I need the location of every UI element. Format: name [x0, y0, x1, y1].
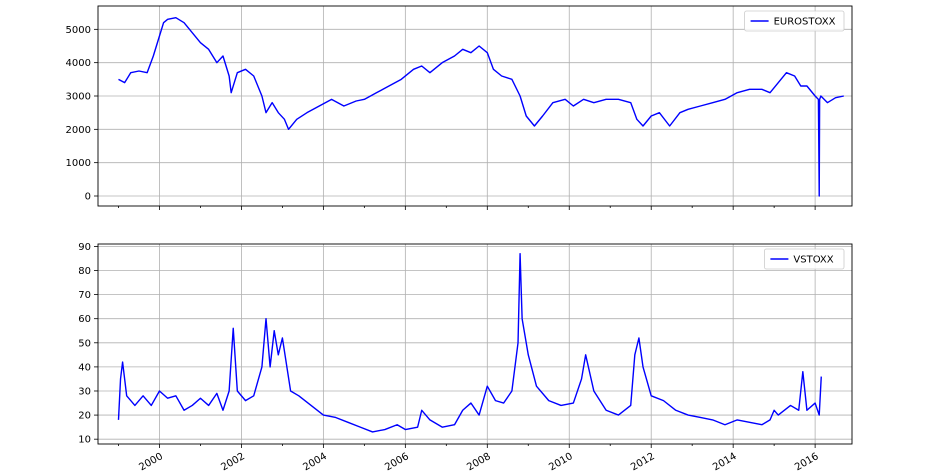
y-tick-label: 5000 — [66, 25, 91, 36]
y-tick-label: 1000 — [66, 158, 91, 169]
y-tick-label: 3000 — [66, 92, 91, 103]
plot-area — [98, 244, 852, 444]
plot-area — [98, 6, 852, 206]
legend: VSTOXX — [764, 248, 845, 270]
legend-box — [764, 248, 845, 270]
y-tick-label: 60 — [78, 314, 91, 325]
y-tick-label: 80 — [78, 266, 91, 277]
x-tick-label: 2006 — [383, 451, 411, 472]
y-tick-label: 90 — [78, 242, 91, 253]
y-tick-label: 20 — [78, 411, 91, 422]
x-tick-label: 2016 — [793, 451, 821, 472]
x-tick-label: 2014 — [711, 451, 739, 472]
legend-box — [744, 10, 845, 32]
y-tick-label: 2000 — [66, 125, 91, 136]
x-tick-label: 2008 — [465, 451, 493, 472]
legend-label: VSTOXX — [793, 255, 833, 266]
y-tick-label: 70 — [78, 290, 91, 301]
x-tick-label: 2012 — [629, 451, 657, 472]
legend-label: EUROSTOXX — [774, 17, 836, 28]
x-tick-label: 2004 — [301, 451, 329, 472]
chart-panel-1: 0 1000 2000 3000 4000 5000 EUROSTOXX — [66, 5, 853, 210]
y-tick-label: 4000 — [66, 58, 91, 69]
x-tick-label: 2000 — [137, 451, 165, 472]
series-line-vstoxx — [117, 252, 822, 433]
series-line-eurostoxx — [118, 16, 844, 197]
x-tick-label: 2010 — [547, 451, 575, 472]
chart-panel-2: 10 20 30 40 50 60 70 80 90 VSTOXX 2000 2002 2004 2006… — [78, 242, 853, 473]
y-tick-label: 50 — [78, 338, 91, 349]
y-tick-label: 0 — [85, 192, 91, 203]
legend: EUROSTOXX — [744, 10, 845, 32]
plot-frame — [97, 243, 853, 445]
x-tick-label: 2002 — [219, 451, 247, 472]
y-tick-label: 10 — [78, 435, 91, 446]
y-tick-label: 40 — [78, 362, 91, 373]
y-tick-label: 30 — [78, 386, 91, 397]
plot-frame — [97, 5, 853, 207]
